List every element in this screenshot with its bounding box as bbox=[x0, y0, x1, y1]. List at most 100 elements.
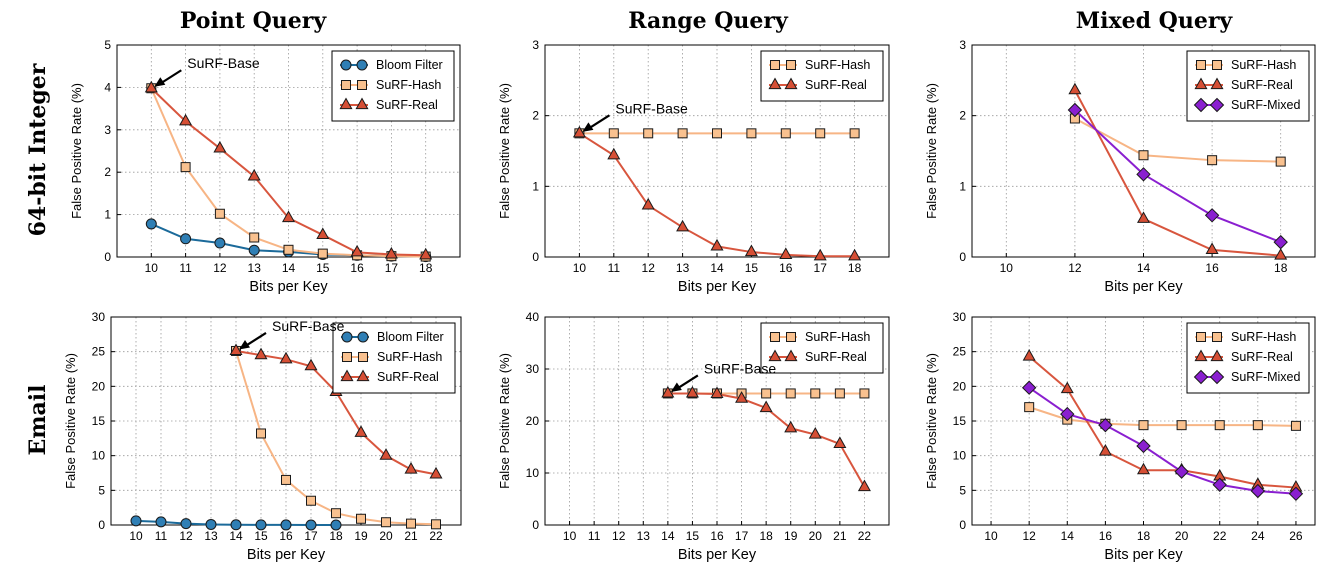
legend-marker bbox=[1196, 60, 1206, 70]
data-point-surf-hash bbox=[815, 128, 826, 139]
legend-marker bbox=[1212, 60, 1222, 70]
legend-label: SuRF-Hash bbox=[377, 350, 442, 364]
x-tick-label: 14 bbox=[661, 529, 675, 543]
data-point-surf-mixed bbox=[1136, 438, 1151, 454]
x-tick-label: 12 bbox=[612, 529, 626, 543]
x-tick-label: 21 bbox=[833, 529, 847, 543]
data-point-surf-hash bbox=[1024, 402, 1035, 413]
data-point-surf-real bbox=[759, 400, 773, 413]
data-point-bloom-filter bbox=[205, 518, 217, 530]
data-point-surf-real bbox=[304, 358, 318, 371]
legend-marker bbox=[786, 332, 796, 342]
legend-label: SuRF-Real bbox=[805, 350, 867, 364]
row-title-64bit-integer: 64-bit Integer bbox=[25, 63, 51, 236]
series-surf-mixed bbox=[1021, 380, 1304, 502]
legend-label: SuRF-Real bbox=[805, 78, 867, 92]
legend: SuRF-Hash SuRF-Real bbox=[760, 50, 884, 102]
legend-marker bbox=[340, 59, 352, 71]
x-tick-label: 16 bbox=[279, 529, 293, 543]
legend-marker bbox=[784, 77, 798, 90]
y-tick-label: 4 bbox=[104, 80, 111, 94]
y-tick-label: 3 bbox=[104, 123, 111, 137]
legend-box bbox=[760, 50, 884, 102]
x-axis-label: Bits per Key bbox=[249, 279, 328, 295]
row-title-email: Email bbox=[25, 384, 51, 455]
legend-label: SuRF-Hash bbox=[376, 78, 441, 92]
y-tick-label: 3 bbox=[532, 38, 539, 52]
x-tick-label: 10 bbox=[129, 529, 143, 543]
y-tick-label: 5 bbox=[98, 483, 105, 497]
legend-marker bbox=[340, 369, 354, 382]
data-point-surf-hash bbox=[1138, 420, 1149, 431]
data-point-surf-hash bbox=[1214, 420, 1225, 431]
data-point-bloom-filter bbox=[130, 515, 142, 527]
y-axis-label: False Positive Rate (%) bbox=[924, 83, 939, 219]
data-point-bloom-filter bbox=[180, 233, 192, 245]
y-tick-label: 20 bbox=[526, 414, 540, 428]
chart-5: 10 11 12 13 14 15 16 17 18 19 20 21 22 0 10 20 30 40 Bits … bbox=[497, 310, 890, 563]
legend-marker bbox=[1209, 97, 1225, 113]
legend-label: SuRF-Hash bbox=[805, 58, 870, 72]
data-point-surf-hash bbox=[677, 128, 688, 139]
data-point-surf-real bbox=[1022, 348, 1036, 361]
data-point-surf-hash bbox=[283, 244, 294, 255]
data-point-surf-real bbox=[384, 246, 398, 259]
x-tick-label: 19 bbox=[784, 529, 798, 543]
data-point-surf-real bbox=[419, 247, 433, 260]
legend-label: SuRF-Real bbox=[1231, 350, 1293, 364]
y-axis-label: False Positive Rate (%) bbox=[497, 353, 512, 489]
data-point-surf-mixed bbox=[1060, 406, 1075, 422]
x-axis-label: Bits per Key bbox=[678, 279, 757, 295]
data-point-surf-real bbox=[144, 80, 158, 93]
x-tick-label: 10 bbox=[573, 261, 587, 275]
legend-marker bbox=[768, 349, 782, 362]
legend: SuRF-Hash SuRF-Real bbox=[760, 322, 884, 374]
data-point-surf-hash bbox=[214, 208, 225, 219]
data-point-surf-real bbox=[676, 219, 690, 232]
annotation-arrowhead bbox=[154, 77, 166, 87]
annotation-label: SuRF-Base bbox=[704, 360, 777, 376]
legend-marker bbox=[357, 331, 369, 343]
x-tick-label: 16 bbox=[779, 261, 793, 275]
legend-marker bbox=[358, 352, 368, 362]
data-point-surf-hash bbox=[281, 474, 291, 485]
x-tick-label: 17 bbox=[304, 529, 318, 543]
data-point-surf-mixed bbox=[1136, 167, 1151, 182]
data-point-surf-real bbox=[710, 238, 724, 251]
data-point-surf-real bbox=[404, 462, 418, 474]
data-point-surf-hash bbox=[256, 428, 266, 439]
data-point-surf-real bbox=[641, 197, 655, 210]
x-axis-label: Bits per Key bbox=[1104, 547, 1183, 563]
data-point-surf-hash bbox=[1252, 420, 1263, 431]
legend-marker bbox=[1193, 369, 1209, 385]
legend-marker bbox=[1212, 332, 1222, 342]
x-axis-label: Bits per Key bbox=[1104, 279, 1183, 295]
y-tick-label: 25 bbox=[92, 345, 106, 359]
data-point-surf-real bbox=[607, 147, 621, 160]
x-tick-label: 26 bbox=[1289, 529, 1303, 543]
data-point-surf-real bbox=[661, 385, 675, 398]
y-axis-label: False Positive Rate (%) bbox=[924, 353, 939, 489]
annotation-surf-base: SuRF-Base bbox=[239, 318, 345, 350]
y-tick-label: 0 bbox=[532, 518, 539, 532]
y-tick-label: 3 bbox=[959, 38, 966, 52]
x-tick-label: 15 bbox=[745, 261, 759, 275]
data-point-surf-real bbox=[1136, 211, 1151, 223]
x-tick-label: 10 bbox=[563, 529, 577, 543]
legend-marker bbox=[341, 331, 353, 343]
series-surf-real bbox=[1068, 82, 1288, 260]
x-tick-label: 18 bbox=[1274, 261, 1288, 275]
data-point-surf-real bbox=[784, 420, 798, 433]
series-line-surf-hash bbox=[1028, 406, 1296, 427]
y-tick-label: 30 bbox=[526, 362, 540, 376]
annotation-label: SuRF-Base bbox=[187, 55, 260, 71]
legend: SuRF-Hash SuRF-Real SuRF-Mixed bbox=[1186, 50, 1310, 122]
data-point-surf-real bbox=[808, 426, 822, 439]
y-axis-label: False Positive Rate (%) bbox=[69, 83, 84, 219]
legend-marker bbox=[1194, 349, 1208, 362]
y-tick-label: 5 bbox=[959, 483, 966, 497]
data-point-surf-real bbox=[213, 140, 227, 153]
data-point-bloom-filter bbox=[180, 518, 192, 530]
